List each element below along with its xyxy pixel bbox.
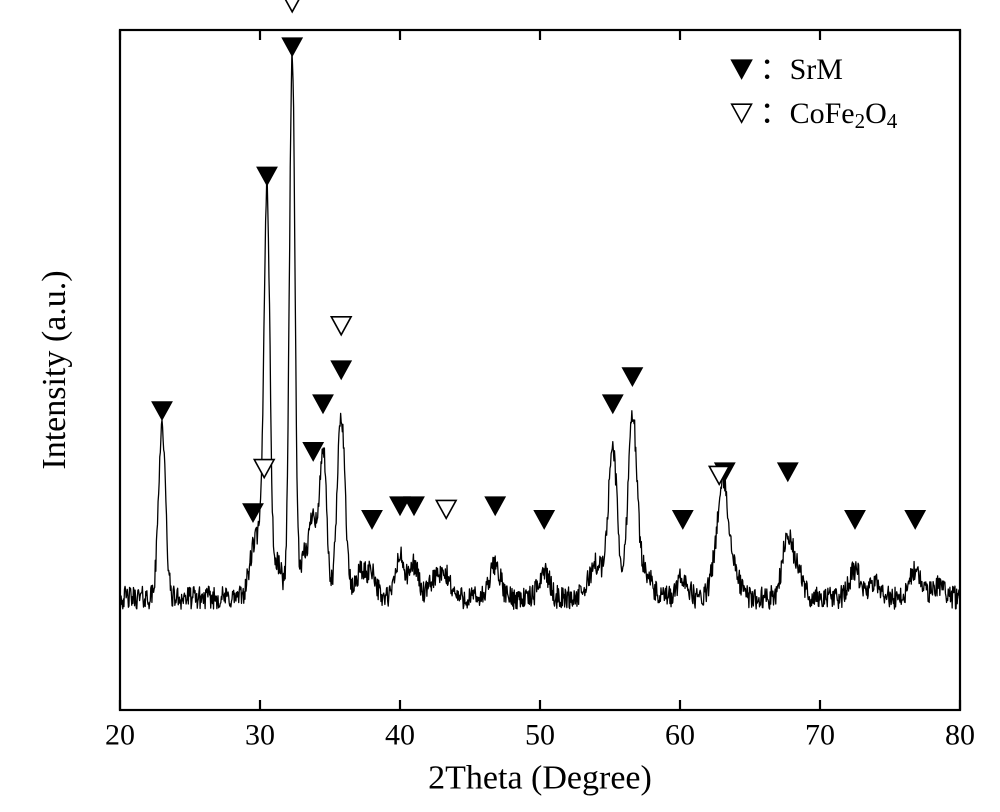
x-tick-label: 80 — [945, 719, 975, 752]
x-tick-label: 70 — [805, 719, 835, 752]
x-tick-label: 50 — [525, 719, 555, 752]
y-axis-label: Intensity (a.u.) — [36, 270, 73, 469]
legend-label: ：CoFe2O4 — [760, 97, 898, 133]
legend-label: ：SrM — [760, 53, 843, 86]
x-tick-label: 30 — [245, 719, 275, 752]
x-tick-label: 20 — [105, 719, 135, 752]
xrd-figure: 20 30 40 50 60 70 80 2Theta (Degree) Intensity (… — [0, 0, 1000, 812]
x-tick-label: 40 — [385, 719, 415, 752]
x-tick-label: 60 — [665, 719, 695, 752]
x-axis-label: 2Theta (Degree) — [428, 760, 652, 797]
figure-container: 20 30 40 50 60 70 80 2Theta (Degree) Intensity (… — [0, 0, 1000, 812]
